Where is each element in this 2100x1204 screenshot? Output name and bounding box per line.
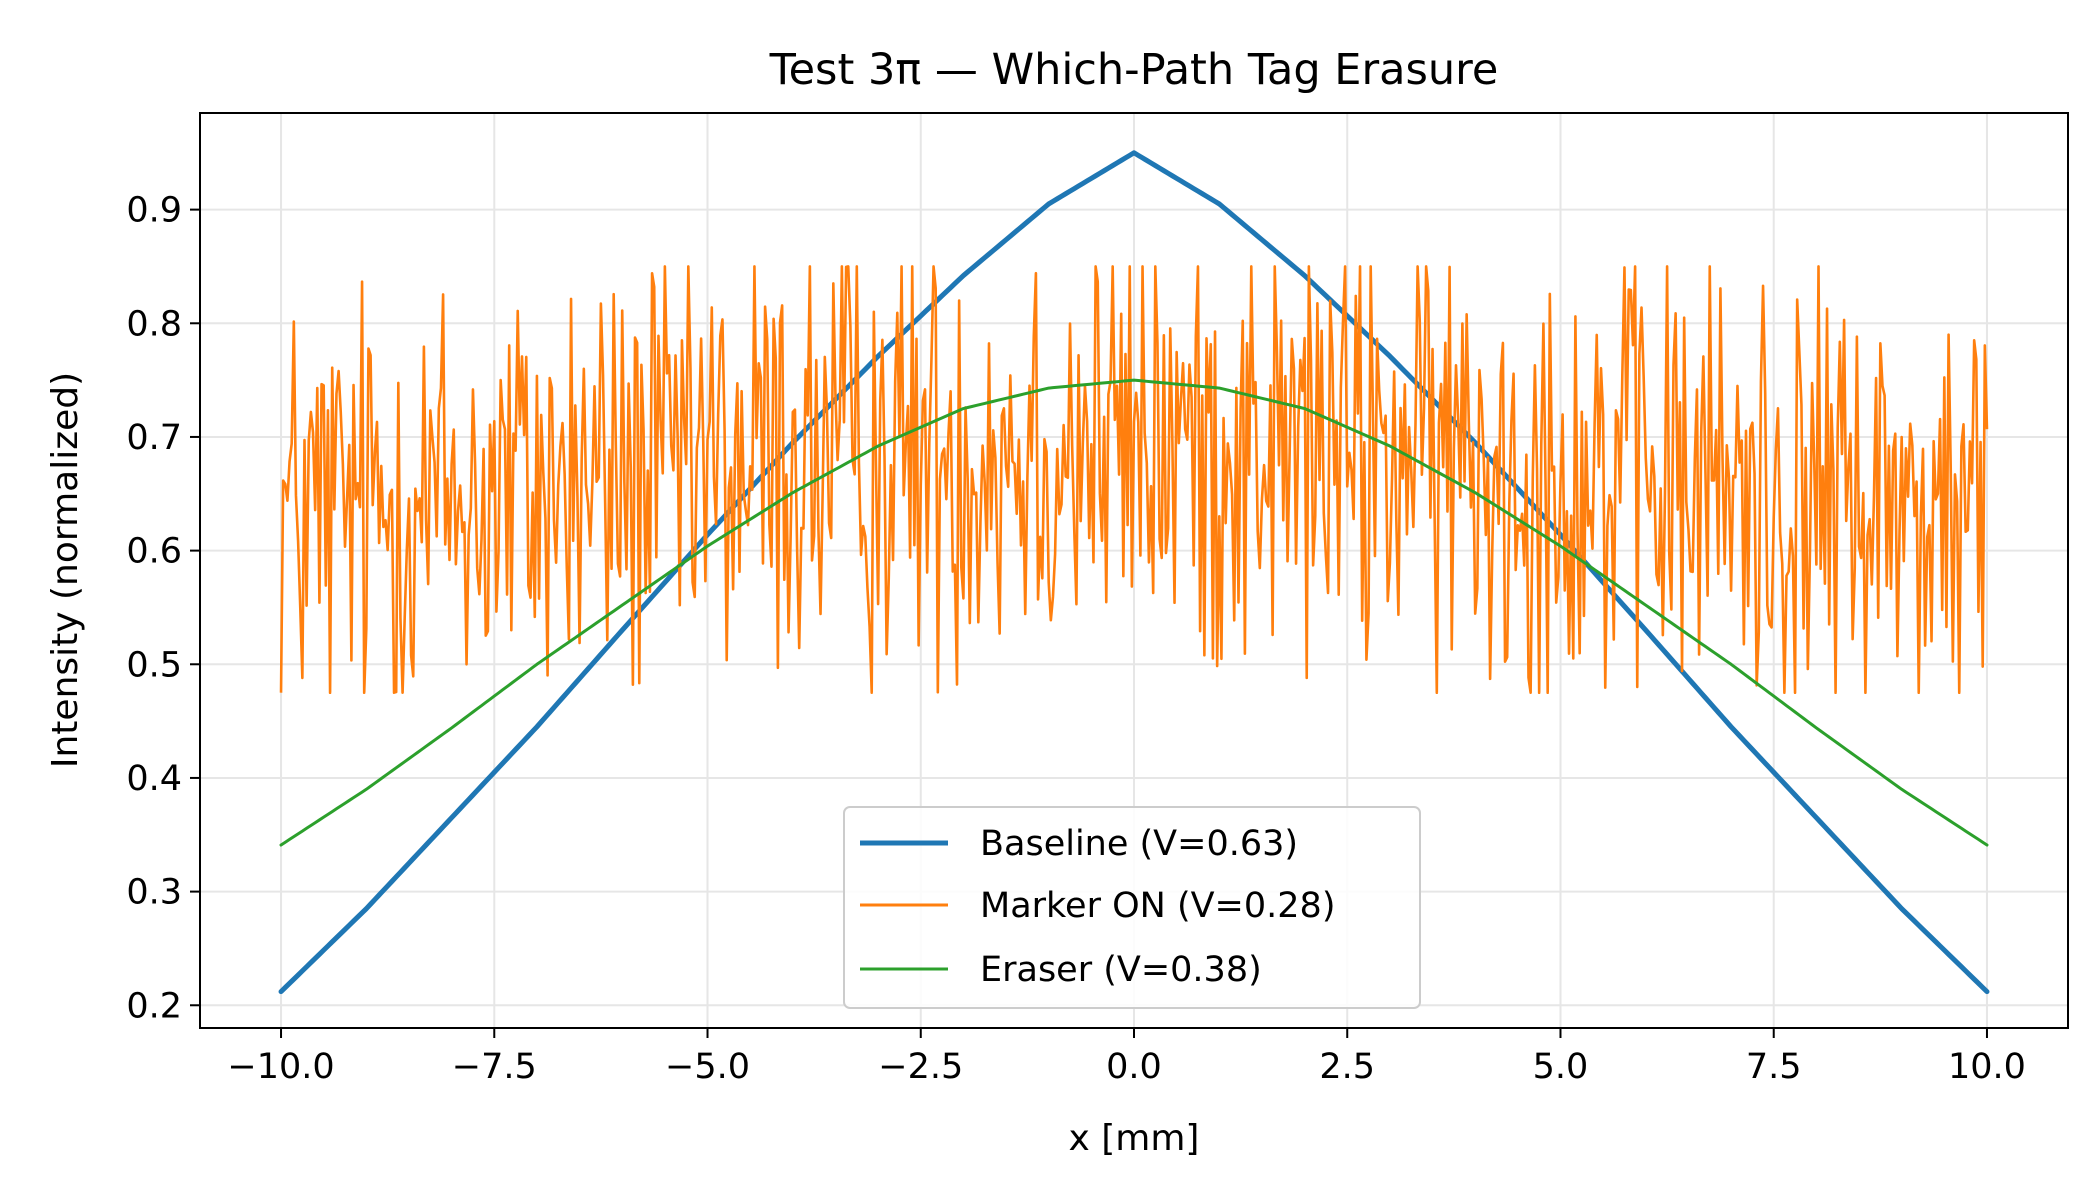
y-tick-label: 0.9 [126,191,182,231]
legend-box [843,806,1421,1009]
series-layer [278,150,1990,995]
x-tick-label: −7.5 [452,1047,537,1087]
x-tick-label: −2.5 [878,1047,963,1087]
x-tick-label: 2.5 [1319,1047,1375,1087]
chart-title: Test 3π — Which-Path Tag Erasure [769,45,1499,95]
x-axis-label: x [mm] [1069,1118,1200,1159]
legend: Baseline (V=0.63) Marker ON (V=0.28) Erase… [843,806,1421,1009]
legend-label-2: Eraser (V=0.38) [980,950,1262,990]
y-tick-label: 0.3 [126,873,182,913]
y-axis-label: Intensity (normalized) [45,372,86,768]
series-line-2 [279,378,1989,847]
y-tick-label: 0.2 [126,986,182,1026]
x-tick-label: 10.0 [1948,1047,2026,1087]
legend-items: Baseline (V=0.63) Marker ON (V=0.28) Erase… [860,824,1335,990]
axis-ticks: −10.0 −7.5 −5.0 −2.5 0.0 2.5 5.0 7.5 10.0 0.2 0.3 0… [126,191,2026,1087]
y-tick-label: 0.7 [126,418,182,458]
legend-label-0: Baseline (V=0.63) [980,824,1298,864]
x-tick-label: 5.0 [1533,1047,1589,1087]
x-tick-label: −10.0 [227,1047,334,1087]
y-tick-label: 0.8 [126,304,182,344]
series-line-1 [279,265,1989,694]
y-tick-label: 0.5 [126,645,182,685]
y-tick-label: 0.4 [126,759,182,799]
x-tick-label: 7.5 [1746,1047,1802,1087]
x-tick-label: 0.0 [1106,1047,1162,1087]
legend-label-1: Marker ON (V=0.28) [980,886,1335,926]
x-tick-label: −5.0 [665,1047,750,1087]
series-line-0 [278,150,1990,995]
y-tick-label: 0.6 [126,532,182,572]
